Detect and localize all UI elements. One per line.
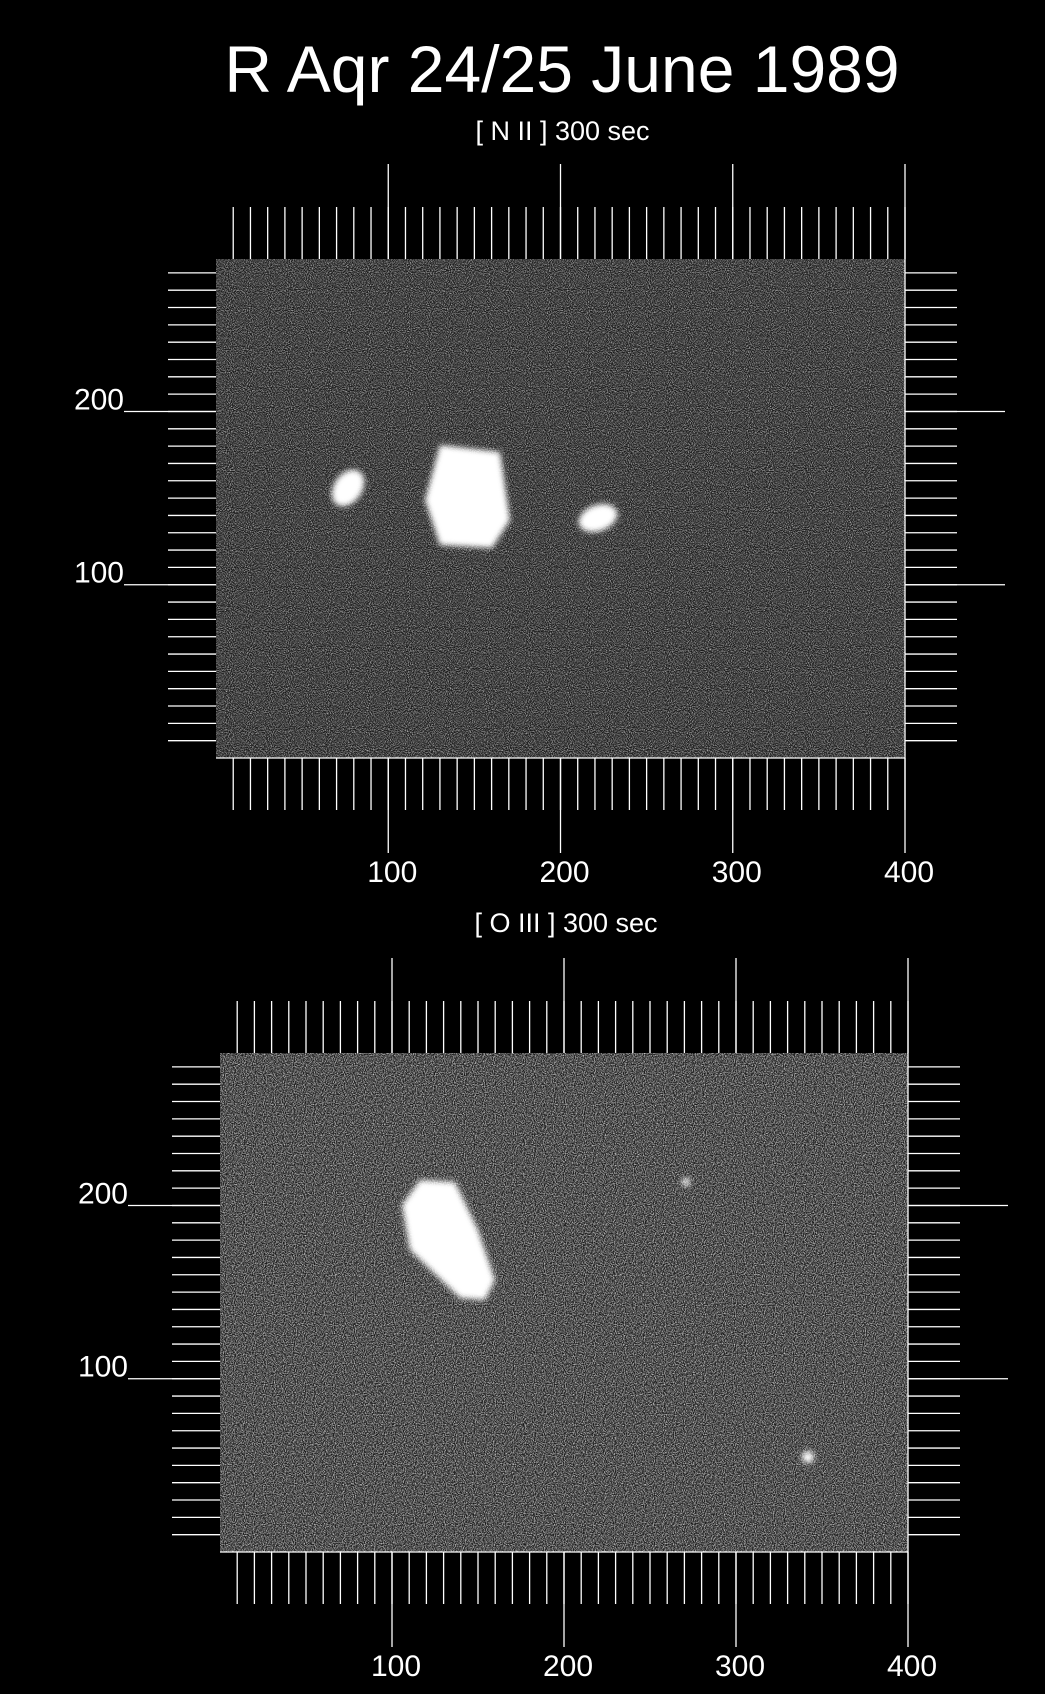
y-tick-label: 100 (74, 557, 124, 590)
x-tick-label: 300 (715, 1650, 765, 1683)
figure: R Aqr 24/25 June 1989 [ N II ] 300 sec 10… (0, 0, 1045, 1694)
image-noise (220, 1053, 908, 1552)
panel-subtitle: [ O III ] 300 sec (474, 908, 657, 938)
figure-title: R Aqr 24/25 June 1989 (224, 32, 899, 106)
x-tick-label: 400 (884, 856, 934, 889)
panel-1-image (216, 259, 905, 758)
y-tick-label: 200 (74, 383, 124, 416)
x-tick-label: 300 (712, 856, 762, 889)
panel-subtitle: [ N II ] 300 sec (475, 116, 649, 146)
image-noise (216, 259, 905, 758)
panel-2-image (220, 1053, 908, 1552)
x-tick-label: 100 (367, 856, 417, 889)
x-tick-label: 200 (539, 856, 589, 889)
x-tick-label: 400 (887, 1650, 937, 1683)
x-tick-label: 100 (371, 1650, 421, 1683)
y-tick-label: 100 (78, 1351, 128, 1384)
x-tick-label: 200 (543, 1650, 593, 1683)
y-tick-label: 200 (78, 1177, 128, 1210)
